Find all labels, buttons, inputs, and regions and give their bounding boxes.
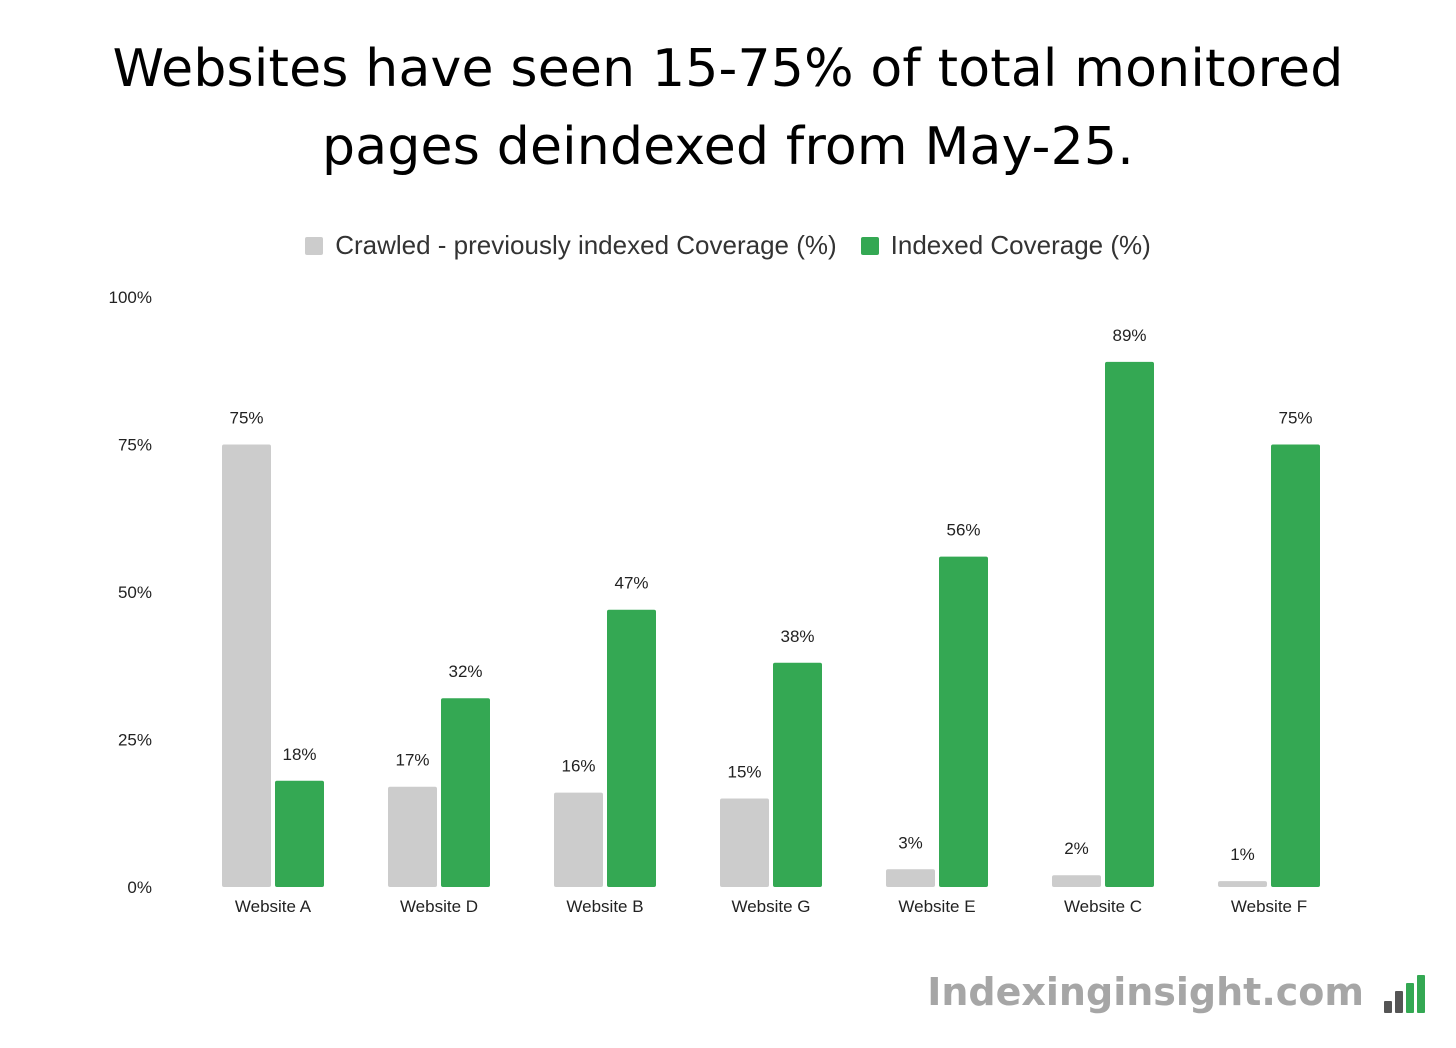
brand-name: Indexinginsight.com <box>927 970 1364 1014</box>
logo-bar-1 <box>1384 1001 1392 1013</box>
bar-chart-logo-icon <box>1384 971 1428 1013</box>
bar-indexed <box>607 609 656 887</box>
bar-chart: 0% 25% 50% 75% 100% 75% 18% Website A 17% 32% Webs… <box>109 288 1320 916</box>
data-label: 18% <box>282 745 316 764</box>
bar-crawled <box>388 786 437 887</box>
bar-crawled <box>720 798 769 887</box>
bar-indexed <box>939 556 988 887</box>
y-tick-label: 50% <box>118 583 152 602</box>
bar-indexed <box>275 780 324 887</box>
legend-label-crawled: Crawled - previously indexed Coverage (%… <box>335 230 837 260</box>
data-label: 75% <box>229 409 263 428</box>
x-tick-label: Website F <box>1231 897 1307 916</box>
bar-indexed <box>1271 444 1320 887</box>
logo-bar-4 <box>1417 975 1425 1013</box>
data-label: 32% <box>448 662 482 681</box>
x-tick-label: Website G <box>731 897 810 916</box>
legend-swatch-indexed <box>860 236 879 255</box>
logo-bar-2 <box>1395 991 1403 1013</box>
bar-crawled <box>222 444 271 887</box>
x-tick-label: Website A <box>235 897 312 916</box>
headline-line-2: pages deindexed from May-25. <box>322 117 1134 177</box>
legend-swatch-crawled <box>305 236 324 255</box>
bar-indexed <box>773 662 822 887</box>
legend-label-indexed: Indexed Coverage (%) <box>890 230 1151 260</box>
data-label: 17% <box>395 751 429 770</box>
brand-footer: Indexinginsight.com <box>927 970 1428 1014</box>
logo-bar-3 <box>1406 983 1414 1013</box>
legend-item-indexed: Indexed Coverage (%) <box>860 230 1151 261</box>
data-label: 16% <box>561 757 595 776</box>
x-tick-label: Website D <box>400 897 478 916</box>
data-label: 56% <box>946 521 980 540</box>
headline-line-1: Websites have seen 15-75% of total monit… <box>112 39 1344 99</box>
bar-crawled <box>886 869 935 887</box>
y-tick-label: 25% <box>118 731 152 750</box>
data-label: 89% <box>1112 326 1146 345</box>
bar-indexed <box>441 698 490 887</box>
y-tick-label: 100% <box>109 288 152 307</box>
data-label: 38% <box>780 627 814 646</box>
chart-legend: Crawled - previously indexed Coverage (%… <box>0 230 1456 261</box>
bar-indexed <box>1105 361 1154 887</box>
data-label: 2% <box>1064 839 1089 858</box>
bar-crawled <box>554 792 603 887</box>
legend-item-crawled: Crawled - previously indexed Coverage (%… <box>305 230 837 261</box>
x-tick-label: Website B <box>566 897 643 916</box>
x-tick-label: Website C <box>1064 897 1142 916</box>
bar-crawled <box>1218 881 1267 887</box>
data-label: 1% <box>1230 845 1255 864</box>
data-label: 47% <box>614 574 648 593</box>
y-tick-label: 0% <box>127 878 152 897</box>
bar-crawled <box>1052 875 1101 887</box>
y-tick-label: 75% <box>118 436 152 455</box>
chart-headline: Websites have seen 15-75% of total monit… <box>0 30 1456 186</box>
data-label: 3% <box>898 833 923 852</box>
x-tick-label: Website E <box>898 897 975 916</box>
data-label: 75% <box>1278 409 1312 428</box>
data-label: 15% <box>727 763 761 782</box>
